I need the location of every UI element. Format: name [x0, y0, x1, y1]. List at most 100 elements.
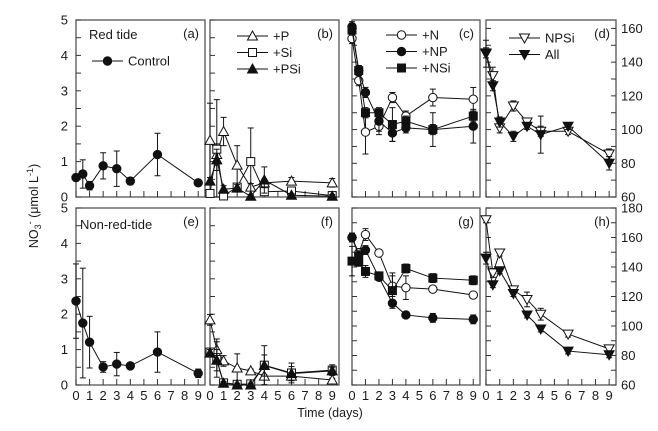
series-plus-nsi	[347, 24, 478, 147]
x-tick-label: 9	[470, 388, 477, 403]
data-point	[193, 178, 203, 188]
series-npsi	[480, 215, 616, 355]
legend-label: +N	[422, 28, 439, 43]
y-tick-label: 2	[61, 307, 68, 322]
data-point	[326, 374, 339, 385]
data-point	[244, 190, 257, 201]
legend-marker	[518, 50, 531, 61]
y-tick-label: 180	[621, 201, 643, 216]
legend-label: NPSi	[545, 31, 575, 46]
data-point	[112, 163, 122, 174]
data-point	[603, 149, 616, 161]
x-tick-label: 8	[315, 388, 322, 403]
data-point	[217, 377, 230, 388]
data-point	[354, 66, 364, 76]
data-point	[387, 92, 398, 103]
data-point	[285, 367, 298, 379]
data-point	[521, 121, 533, 133]
data-point	[562, 121, 574, 133]
x-tick-label: 1	[86, 388, 93, 403]
data-point	[480, 215, 492, 226]
y-axis-label-base: NO	[27, 229, 41, 248]
legend-label: All	[545, 47, 560, 62]
legend-entry: Control	[92, 54, 170, 69]
x-tick-label: 0	[72, 388, 79, 403]
series-control	[71, 132, 203, 191]
legend-marker	[518, 33, 531, 45]
data-point	[347, 25, 357, 35]
x-tick-label: 6	[154, 388, 161, 403]
y-tick-label: 120	[621, 289, 643, 304]
data-point	[205, 188, 215, 198]
data-point	[493, 248, 506, 260]
x-tick-label: 0	[206, 388, 213, 403]
x-tick-label: 5	[274, 388, 281, 403]
x-tick-label: 2	[100, 388, 107, 403]
y-axis-label: NO3- (μmol L-1)	[25, 164, 43, 248]
data-point	[428, 125, 438, 135]
legend-marker	[246, 29, 259, 41]
x-tick-label: 6	[564, 388, 571, 403]
data-point	[258, 359, 271, 371]
data-point	[360, 229, 371, 240]
legend-label: +PSi	[273, 62, 301, 77]
x-tick-label: 1	[362, 388, 369, 403]
series-line	[485, 52, 610, 164]
panel-c: +N+NP +NSi (c)	[347, 19, 481, 198]
series-line	[351, 237, 474, 320]
legend-label: +NP	[422, 44, 448, 59]
series-line	[351, 233, 474, 296]
x-tick-label: 4	[261, 388, 268, 403]
x-tick-label: 6	[288, 388, 295, 403]
data-point	[428, 92, 438, 103]
data-point	[258, 173, 271, 185]
panel-frame	[75, 207, 206, 386]
data-point	[468, 94, 478, 104]
series-line	[75, 300, 199, 374]
data-point	[193, 368, 203, 379]
data-point	[231, 159, 244, 170]
y-tick-label: 100	[621, 122, 643, 137]
x-tick-label: 7	[443, 388, 450, 403]
x-tick-label: 5	[416, 388, 423, 403]
x-tick-label: 1	[220, 388, 227, 403]
panel-title: Non-red-tide	[80, 217, 152, 232]
data-point	[231, 361, 244, 373]
legend: Control	[92, 54, 170, 69]
legend-label: +NSi	[422, 61, 451, 76]
x-tick-label: 5	[551, 388, 558, 403]
panel-frame	[485, 207, 617, 386]
panel-frame	[485, 19, 617, 198]
x-tick-label: 7	[301, 388, 308, 403]
panel-label: (g)	[458, 214, 474, 229]
data-point	[507, 131, 520, 143]
x-tick-label: 7	[578, 388, 585, 403]
data-point	[521, 294, 533, 306]
x-tick-label: 1	[496, 388, 503, 403]
panel-label: (d)	[594, 26, 610, 41]
y-tick-label: 140	[621, 55, 643, 70]
x-tick-label: 3	[113, 388, 120, 403]
x-tick-label: 5	[140, 388, 147, 403]
x-tick-label: 0	[348, 388, 355, 403]
x-tick-label: 8	[181, 388, 188, 403]
data-point	[480, 48, 492, 59]
series-line	[209, 352, 333, 386]
data-point	[204, 134, 216, 145]
y-tick-label: 1	[61, 342, 68, 357]
data-point	[603, 344, 616, 355]
panel-f: 0 1 2 3 4 5 6 7 8 9 (f)	[204, 207, 340, 403]
data-point	[468, 121, 478, 131]
data-point	[204, 347, 216, 358]
panel-label: (c)	[459, 26, 474, 41]
data-point	[360, 108, 370, 118]
x-tick-label: 9	[195, 388, 202, 403]
data-point	[98, 362, 108, 372]
data-point	[603, 158, 616, 170]
data-point	[210, 354, 223, 365]
legend-marker	[102, 56, 113, 66]
data-point	[244, 364, 257, 376]
series-line	[351, 26, 474, 134]
